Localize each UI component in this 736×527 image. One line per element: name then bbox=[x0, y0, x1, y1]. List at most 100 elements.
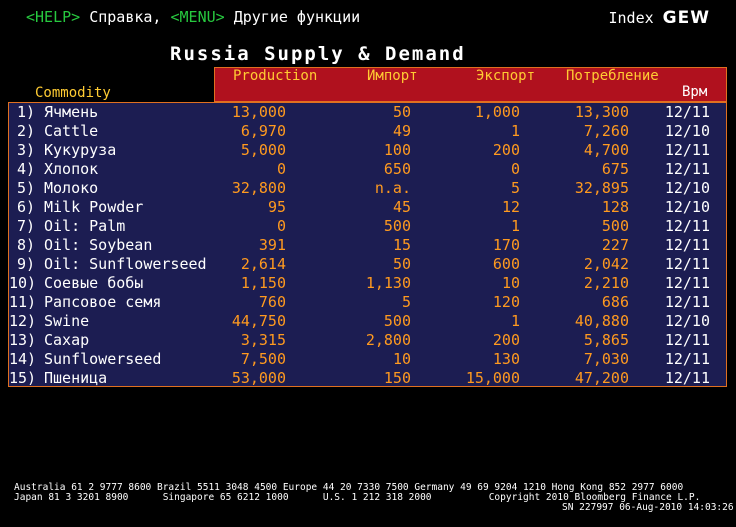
import-value: 1,130 bbox=[365, 274, 411, 292]
export-value: 15,000 bbox=[465, 369, 520, 387]
commodity-name[interactable]: Молоко bbox=[44, 179, 99, 197]
table-row[interactable]: 4) Хлопок 0 650 0 675 12/11 bbox=[9, 160, 726, 179]
table-row[interactable]: 7) Oil: Palm 0 500 1 500 12/11 bbox=[9, 217, 726, 236]
row-number[interactable]: 5) bbox=[16, 179, 35, 197]
import-value: 2,800 bbox=[365, 331, 411, 349]
table-row[interactable]: 13) Сахар 3,315 2,800 200 5,865 12/11 bbox=[9, 331, 726, 350]
row-number[interactable]: 15) bbox=[9, 369, 37, 387]
row-number[interactable]: 7) bbox=[16, 217, 35, 235]
help-key[interactable]: <HELP> bbox=[26, 8, 81, 26]
row-number[interactable]: 2) bbox=[16, 122, 35, 140]
production-value: 1,150 bbox=[240, 274, 286, 292]
table-row[interactable]: 2) Cattle 6,970 49 1 7,260 12/10 bbox=[9, 122, 726, 141]
export-value: 200 bbox=[492, 141, 520, 159]
row-number[interactable]: 10) bbox=[9, 274, 37, 292]
row-number[interactable]: 4) bbox=[16, 160, 35, 178]
consumption-value: 675 bbox=[601, 160, 629, 178]
table-row[interactable]: 10) Соевые бобы 1,150 1,130 10 2,210 12/11 bbox=[9, 274, 726, 293]
index-code: GEW bbox=[662, 8, 710, 28]
time-value: 12/11 bbox=[664, 293, 710, 311]
row-number[interactable]: 1) bbox=[16, 103, 35, 121]
table-row[interactable]: 8) Oil: Soybean 391 15 170 227 12/11 bbox=[9, 236, 726, 255]
production-value: 391 bbox=[258, 236, 286, 254]
commodity-name[interactable]: Oil: Sunflowerseed bbox=[44, 255, 207, 273]
table-row[interactable]: 5) Молоко 32,800 n.a. 5 32,895 12/10 bbox=[9, 179, 726, 198]
import-value: 500 bbox=[383, 312, 411, 330]
commodity-name[interactable]: Cattle bbox=[44, 122, 99, 140]
table-row[interactable]: 11) Рапсовое семя 760 5 120 686 12/11 bbox=[9, 293, 726, 312]
commodity-name[interactable]: Ячмень bbox=[44, 103, 99, 121]
row-number[interactable]: 6) bbox=[16, 198, 35, 216]
import-value: 50 bbox=[392, 103, 411, 121]
commodity-name[interactable]: Oil: Soybean bbox=[44, 236, 153, 254]
import-value: 15 bbox=[392, 236, 411, 254]
time-value: 12/11 bbox=[664, 103, 710, 121]
export-value: 12 bbox=[501, 198, 520, 216]
row-number[interactable]: 12) bbox=[9, 312, 37, 330]
consumption-value: 2,210 bbox=[583, 274, 629, 292]
export-value: 200 bbox=[492, 331, 520, 349]
time-value: 12/11 bbox=[664, 217, 710, 235]
import-value: 5 bbox=[401, 293, 411, 311]
row-number[interactable]: 9) bbox=[16, 255, 35, 273]
production-value: 53,000 bbox=[231, 369, 286, 387]
row-number[interactable]: 14) bbox=[9, 350, 37, 368]
footer-timestamp: SN 227997 06-Aug-2010 14:03:26 bbox=[562, 502, 734, 513]
row-number[interactable]: 8) bbox=[16, 236, 35, 254]
time-value: 12/10 bbox=[664, 179, 710, 197]
column-header-commodity: Commodity bbox=[35, 85, 111, 101]
commodity-name[interactable]: Сахар bbox=[44, 331, 90, 349]
consumption-value: 7,030 bbox=[583, 350, 629, 368]
function-key-bar: <HELP> Справка, <MENU> Другие функции bbox=[26, 8, 360, 26]
help-label[interactable]: Справка, bbox=[89, 8, 162, 26]
time-value: 12/11 bbox=[664, 350, 710, 368]
supply-demand-table: 1) Ячмень 13,000 50 1,000 13,300 12/11 2) Cattle… bbox=[8, 102, 727, 387]
column-header-bar: Production Импорт Экспорт Потребление Вр… bbox=[214, 67, 727, 102]
table-row[interactable]: 3) Кукуруза 5,000 100 200 4,700 12/11 bbox=[9, 141, 726, 160]
time-value: 12/11 bbox=[664, 274, 710, 292]
column-header-consumption: Потребление bbox=[566, 68, 659, 84]
table-row[interactable]: 1) Ячмень 13,000 50 1,000 13,300 12/11 bbox=[9, 103, 726, 122]
menu-label[interactable]: Другие функции bbox=[233, 8, 361, 26]
import-value: 49 bbox=[392, 122, 411, 140]
row-number[interactable]: 3) bbox=[16, 141, 35, 159]
import-value: 500 bbox=[383, 217, 411, 235]
commodity-name[interactable]: Swine bbox=[44, 312, 90, 330]
row-number[interactable]: 13) bbox=[9, 331, 37, 349]
time-value: 12/11 bbox=[664, 331, 710, 349]
consumption-value: 32,895 bbox=[574, 179, 629, 197]
consumption-value: 128 bbox=[601, 198, 629, 216]
import-value: 50 bbox=[392, 255, 411, 273]
page-title: Russia Supply & Demand bbox=[170, 43, 466, 65]
table-row[interactable]: 15) Пшеница 53,000 150 15,000 47,200 12/11 bbox=[9, 369, 726, 388]
commodity-name[interactable]: Рапсовое семя bbox=[44, 293, 162, 311]
commodity-name[interactable]: Oil: Palm bbox=[44, 217, 126, 235]
export-value: 170 bbox=[492, 236, 520, 254]
footer-contacts: Australia 61 2 9777 8600 Brazil 5511 304… bbox=[14, 482, 684, 493]
commodity-name[interactable]: Пшеница bbox=[44, 369, 108, 387]
table-row[interactable]: 9) Oil: Sunflowerseed 2,614 50 600 2,042 12/11 bbox=[9, 255, 726, 274]
production-value: 0 bbox=[276, 217, 286, 235]
time-value: 12/11 bbox=[664, 141, 710, 159]
commodity-name[interactable]: Milk Powder bbox=[44, 198, 144, 216]
export-value: 130 bbox=[492, 350, 520, 368]
index-label: Index bbox=[608, 9, 654, 27]
column-header-import: Импорт bbox=[367, 68, 418, 84]
table-row[interactable]: 6) Milk Powder 95 45 12 128 12/10 bbox=[9, 198, 726, 217]
production-value: 7,500 bbox=[240, 350, 286, 368]
menu-key[interactable]: <MENU> bbox=[170, 8, 225, 26]
commodity-name[interactable]: Кукуруза bbox=[44, 141, 117, 159]
export-value: 1 bbox=[510, 122, 520, 140]
table-row[interactable]: 12) Swine 44,750 500 1 40,880 12/10 bbox=[9, 312, 726, 331]
table-row[interactable]: 14) Sunflowerseed 7,500 10 130 7,030 12/11 bbox=[9, 350, 726, 369]
consumption-value: 47,200 bbox=[574, 369, 629, 387]
commodity-name[interactable]: Sunflowerseed bbox=[44, 350, 162, 368]
commodity-name[interactable]: Хлопок bbox=[44, 160, 99, 178]
commodity-name[interactable]: Соевые бобы bbox=[44, 274, 144, 292]
index-indicator: Index GEW bbox=[608, 8, 710, 28]
row-number[interactable]: 11) bbox=[9, 293, 37, 311]
time-value: 12/11 bbox=[664, 369, 710, 387]
export-value: 5 bbox=[510, 179, 520, 197]
column-header-time: Врм bbox=[682, 84, 708, 100]
import-value: 100 bbox=[383, 141, 411, 159]
